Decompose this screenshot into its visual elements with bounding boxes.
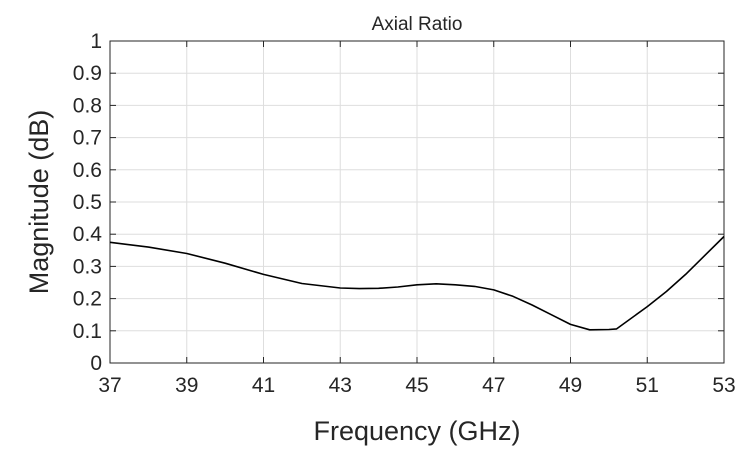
x-tick-label: 47 (482, 374, 505, 397)
x-tick-label: 51 (636, 374, 659, 397)
y-tick-label: 0.4 (73, 223, 103, 246)
x-tick-label: 49 (559, 374, 582, 397)
y-tick-label: 0 (90, 352, 102, 375)
y-tick-label: 0.6 (73, 159, 102, 182)
y-tick-label: 1 (90, 30, 102, 53)
y-tick-label: 0.5 (73, 191, 102, 214)
y-tick-label: 0.7 (73, 127, 102, 150)
y-tick-label: 0.8 (73, 94, 102, 117)
x-tick-label: 39 (175, 374, 198, 397)
y-axis-label: Magnitude (dB) (24, 110, 54, 295)
x-tick-label: 41 (252, 374, 275, 397)
grid-lines (110, 41, 724, 363)
chart-title: Axial Ratio (372, 14, 463, 35)
y-tick-label: 0.2 (73, 288, 102, 311)
y-tick-label: 0.9 (73, 62, 102, 85)
x-tick-label: 43 (329, 374, 352, 397)
x-tick-label: 53 (712, 374, 735, 397)
x-axis-label: Frequency (GHz) (313, 416, 520, 446)
y-tick-label: 0.1 (73, 320, 102, 343)
y-tick-label: 0.3 (73, 255, 102, 278)
x-tick-label: 37 (98, 374, 121, 397)
x-tick-label: 45 (405, 374, 428, 397)
